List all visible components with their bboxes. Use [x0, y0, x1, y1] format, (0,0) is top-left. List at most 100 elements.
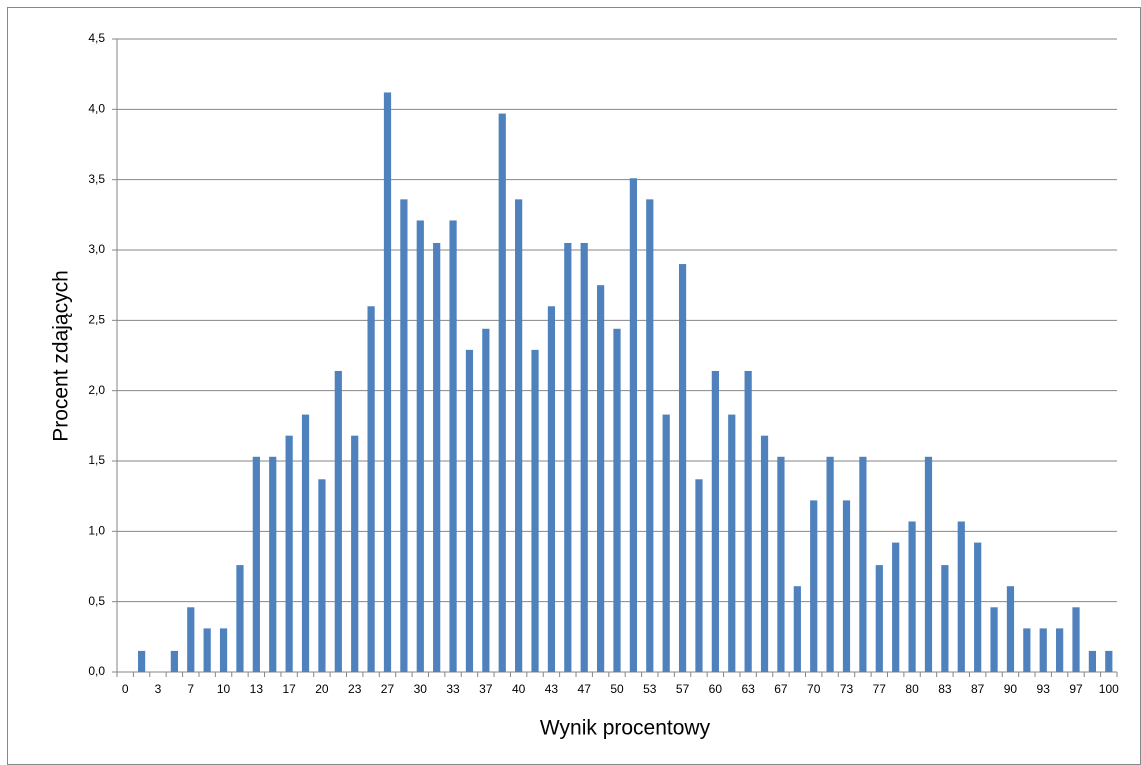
bar — [449, 220, 457, 672]
bar — [842, 500, 851, 672]
x-tick-label: 10 — [217, 682, 231, 696]
bar — [941, 565, 949, 672]
bar — [252, 456, 260, 672]
y-tick-label: 1,5 — [88, 453, 105, 467]
x-tick-label: 43 — [545, 682, 559, 696]
bar — [629, 178, 637, 672]
x-tick-label: 83 — [938, 682, 952, 696]
bar — [695, 479, 703, 672]
x-tick-label: 70 — [807, 682, 821, 696]
bar — [744, 370, 752, 672]
bar — [859, 456, 867, 672]
x-tick-label: 77 — [873, 682, 887, 696]
bar — [1088, 650, 1097, 672]
bar — [646, 199, 654, 673]
y-tick-label: 0,5 — [88, 594, 105, 608]
bar — [301, 414, 310, 672]
x-tick-label: 27 — [381, 682, 395, 696]
bar — [334, 370, 342, 672]
bar — [1072, 607, 1080, 672]
bar — [777, 456, 785, 672]
x-tick-label: 97 — [1069, 682, 1083, 696]
x-tick-label: 13 — [250, 682, 264, 696]
x-tick-label: 20 — [315, 682, 329, 696]
x-tick-label: 73 — [840, 682, 854, 696]
x-tick-label: 3 — [155, 682, 162, 696]
bar — [1023, 628, 1031, 672]
bar — [564, 242, 572, 672]
bar — [974, 542, 982, 672]
x-tick-label: 60 — [709, 682, 723, 696]
bar — [482, 328, 490, 672]
x-tick-label: 53 — [643, 682, 657, 696]
bar — [531, 349, 539, 672]
bar — [908, 521, 916, 672]
y-tick-label: 2,5 — [88, 313, 105, 327]
bar — [236, 565, 244, 672]
x-tick-label: 90 — [1004, 682, 1018, 696]
bar — [285, 435, 293, 672]
y-tick-label: 2,0 — [88, 383, 105, 397]
x-tick-label: 23 — [348, 682, 362, 696]
x-tick-label: 57 — [676, 682, 690, 696]
x-tick-label: 47 — [578, 682, 592, 696]
bar — [269, 456, 277, 672]
x-tick-label: 87 — [971, 682, 985, 696]
bar — [318, 479, 326, 672]
y-tick-label: 1,0 — [88, 524, 105, 538]
x-tick-label: 0 — [122, 682, 129, 696]
bar — [170, 650, 178, 672]
bar — [728, 414, 736, 672]
bar — [990, 607, 998, 672]
bar — [810, 500, 818, 672]
x-tick-label: 17 — [282, 682, 296, 696]
bar — [1039, 628, 1047, 672]
bar — [416, 220, 424, 672]
y-axis-title: Procent zdających — [50, 270, 73, 442]
bar — [1006, 586, 1015, 672]
bar — [219, 628, 228, 672]
bar — [367, 306, 375, 672]
bar — [137, 650, 146, 672]
bar — [465, 349, 474, 672]
x-tick-label: 63 — [741, 682, 755, 696]
bar — [383, 92, 392, 673]
x-tick-label: 37 — [479, 682, 493, 696]
bar — [826, 456, 834, 672]
bar — [760, 435, 769, 672]
y-tick-label: 4,5 — [88, 31, 105, 45]
x-axis-title: Wynik procentowy — [540, 717, 711, 740]
y-tick-label: 3,5 — [88, 172, 105, 186]
bar — [433, 242, 441, 672]
bar — [547, 306, 556, 672]
x-tick-label: 40 — [512, 682, 526, 696]
x-tick-label: 33 — [446, 682, 460, 696]
bar — [1056, 628, 1064, 672]
bar — [203, 628, 211, 672]
bar — [400, 199, 408, 673]
x-tick-label: 30 — [414, 682, 428, 696]
bar — [1105, 650, 1113, 672]
bar — [924, 456, 933, 672]
y-tick-label: 4,0 — [88, 102, 105, 116]
y-tick-label: 0,0 — [88, 664, 105, 678]
bar — [711, 370, 719, 672]
x-tick-label: 7 — [187, 682, 194, 696]
bar — [351, 435, 359, 672]
bar — [498, 113, 506, 672]
bar — [957, 521, 965, 672]
x-tick-label: 80 — [905, 682, 919, 696]
bar — [580, 242, 588, 672]
bar — [613, 328, 621, 672]
y-tick-label: 3,0 — [88, 242, 105, 256]
x-tick-label: 50 — [610, 682, 624, 696]
bar — [892, 542, 900, 672]
bar — [597, 285, 605, 672]
bar — [187, 607, 195, 672]
bar — [515, 199, 523, 673]
bar — [793, 586, 801, 672]
bar — [678, 264, 687, 672]
x-tick-label: 67 — [774, 682, 788, 696]
